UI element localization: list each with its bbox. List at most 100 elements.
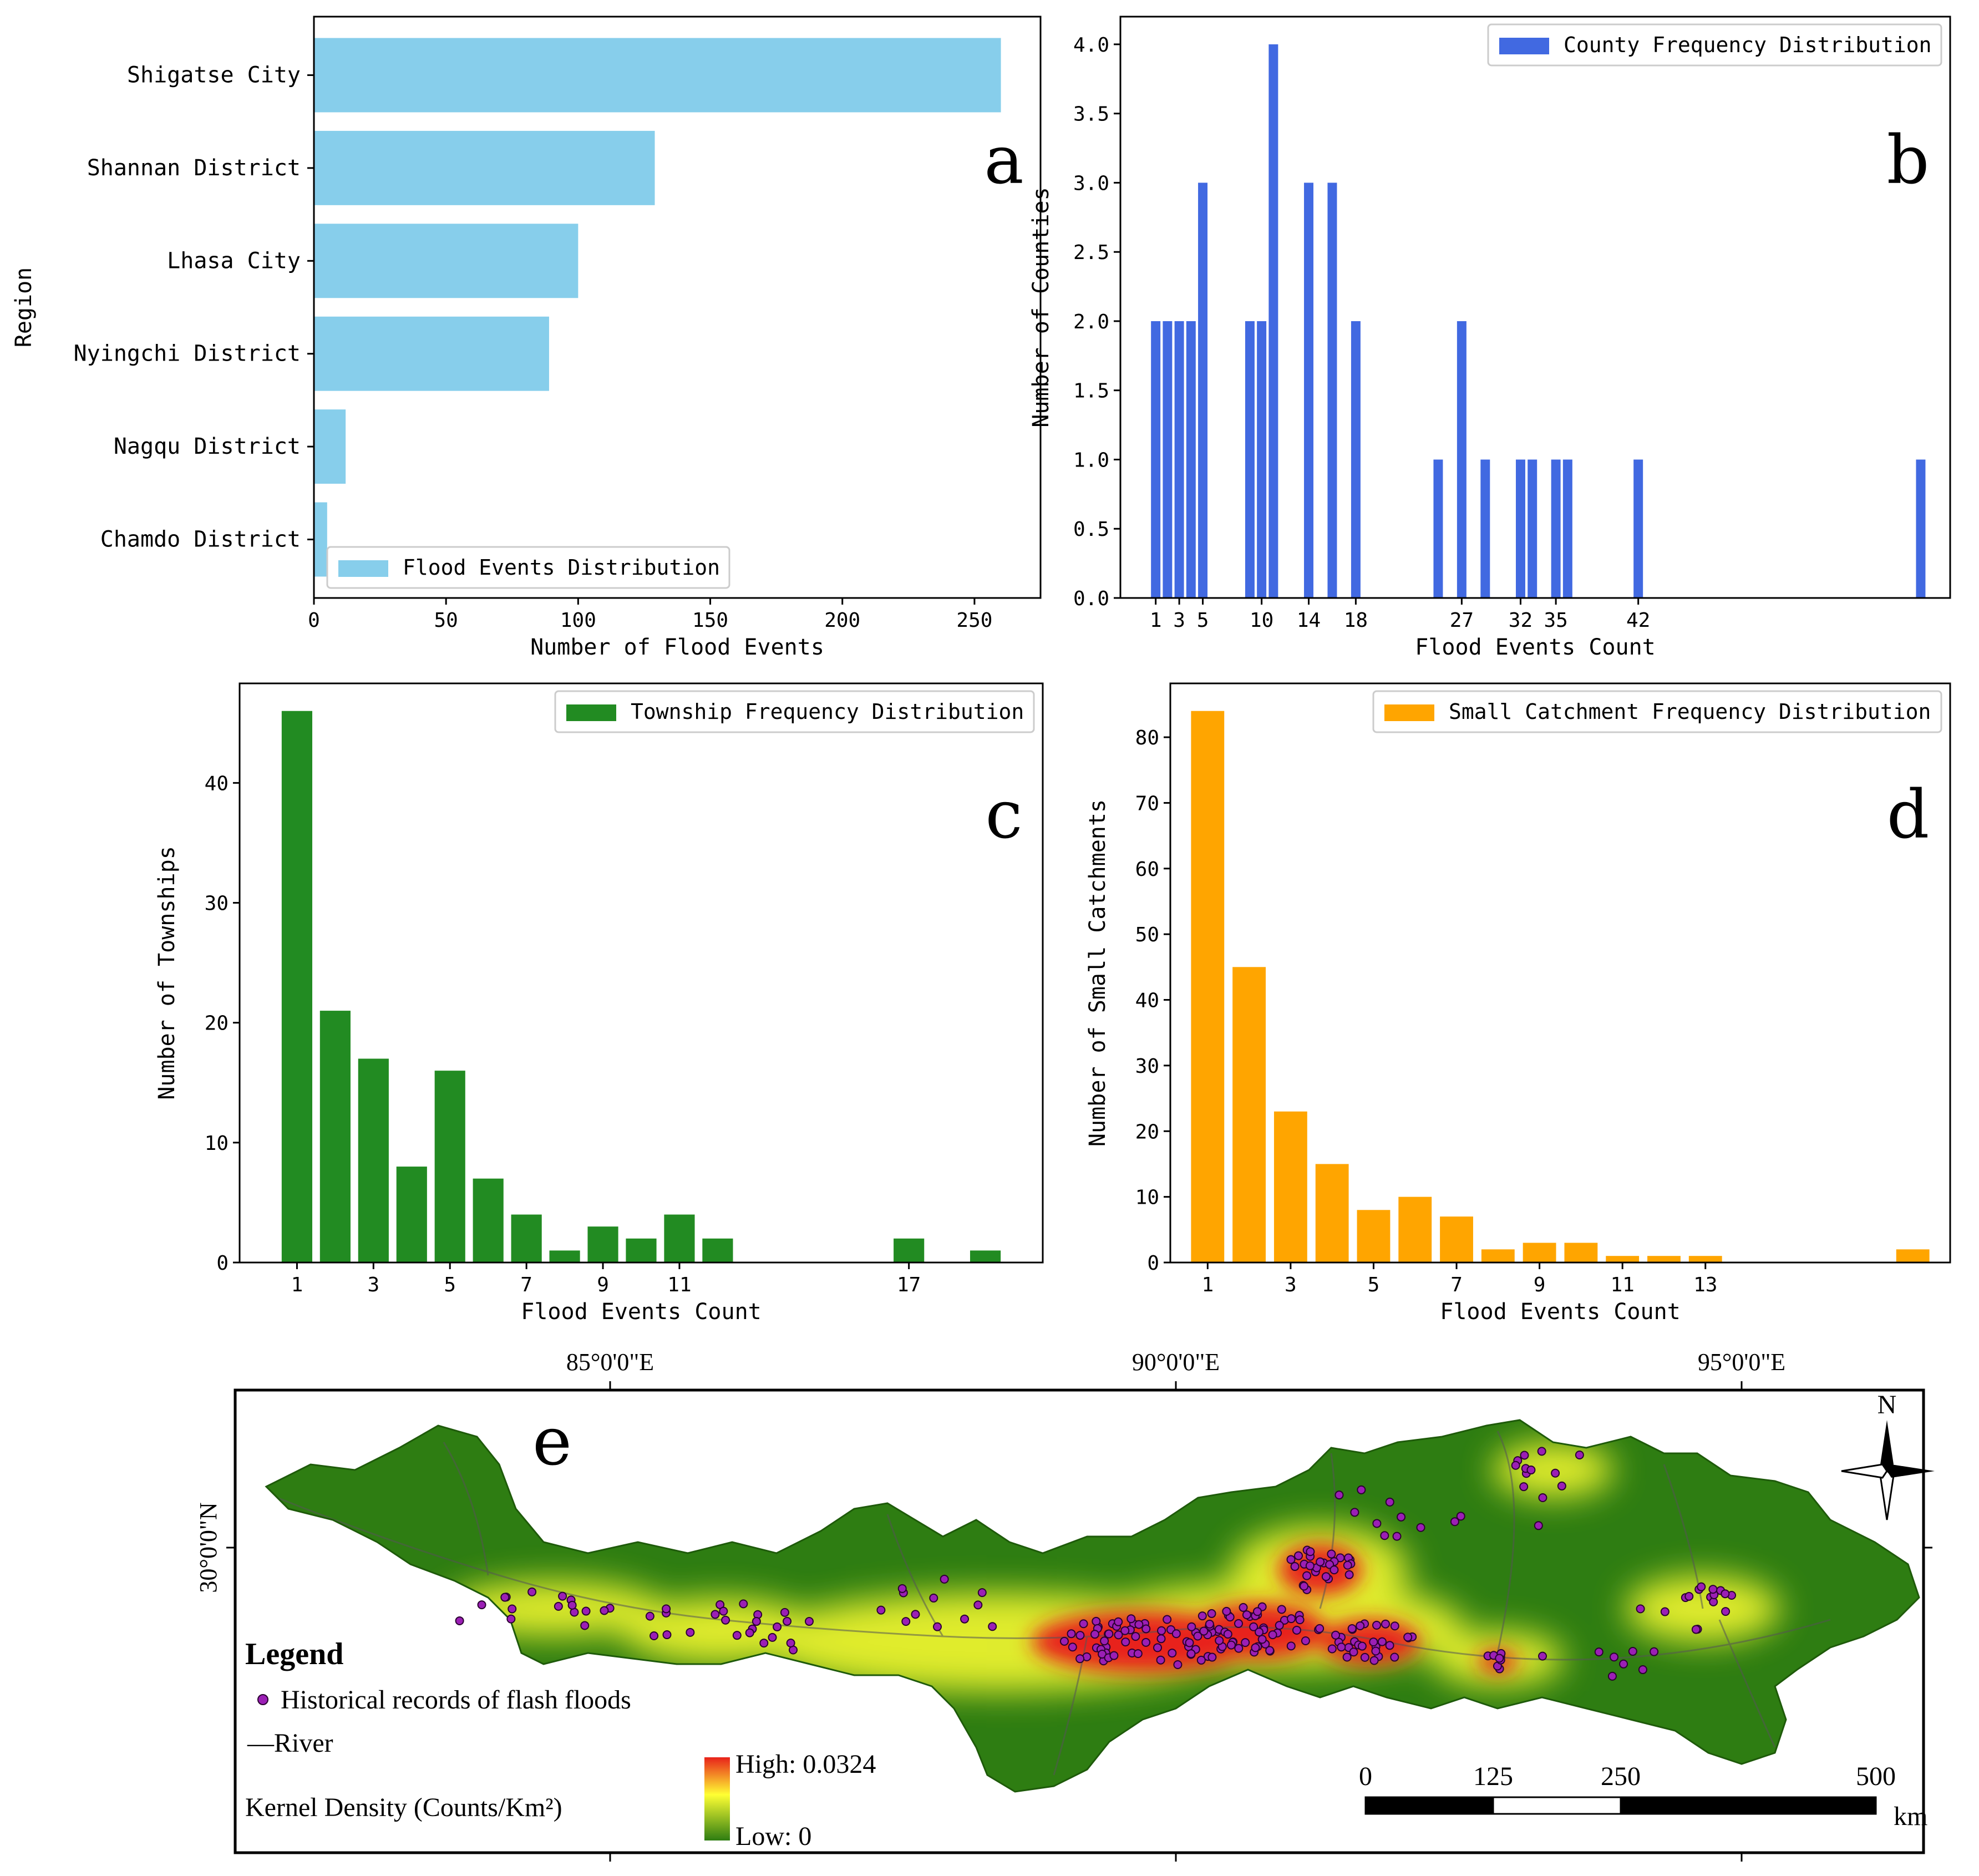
x-tick-label: 3	[367, 1274, 379, 1296]
flood-point	[897, 1584, 907, 1593]
axes-frame	[313, 16, 1042, 599]
flood-point	[1327, 1549, 1336, 1559]
flood-point	[1337, 1642, 1346, 1652]
flood-point	[1196, 1655, 1206, 1665]
flood-point	[1067, 1629, 1076, 1639]
bar	[894, 1238, 925, 1263]
flood-point	[1520, 1451, 1529, 1460]
bar	[1273, 1111, 1307, 1263]
flood-point	[506, 1614, 516, 1624]
flood-point	[1207, 1652, 1217, 1662]
panel-letter-d: d	[1887, 777, 1930, 854]
bar	[1163, 321, 1173, 598]
category-label: Chamdo District	[100, 527, 301, 552]
legend-points-label: Historical records of flash floods	[281, 1685, 631, 1715]
flood-points	[455, 1447, 1737, 1681]
flood-point	[804, 1617, 814, 1626]
y-tick-label: 10	[205, 1132, 229, 1155]
bar	[1151, 321, 1161, 598]
bar	[1896, 1249, 1930, 1263]
flood-point	[662, 1630, 672, 1640]
scale-label-0: 0	[1359, 1762, 1372, 1791]
density-high-label: High: 0.0324	[735, 1750, 876, 1779]
flood-point	[580, 1621, 590, 1630]
flood-point	[1301, 1636, 1310, 1646]
flood-point	[1557, 1481, 1566, 1490]
bar	[1257, 321, 1267, 598]
flood-point	[1315, 1624, 1325, 1633]
y-tick-label: 0.5	[1073, 518, 1109, 541]
flood-point	[1156, 1655, 1165, 1665]
panel-letter-c: c	[985, 777, 1022, 854]
flood-point	[1277, 1605, 1286, 1614]
flood-point	[1495, 1654, 1504, 1663]
bar	[1191, 711, 1225, 1263]
flood-point	[1344, 1570, 1354, 1579]
x-tick-label: 7	[520, 1274, 532, 1296]
x-tick-label: 3	[1285, 1274, 1297, 1296]
flood-point	[1109, 1651, 1119, 1660]
flood-point	[1075, 1631, 1085, 1640]
flood-point	[739, 1599, 748, 1609]
bar	[1357, 1210, 1391, 1263]
y-tick-label: 1.0	[1073, 449, 1109, 471]
legend-point-icon	[257, 1694, 268, 1705]
bar	[664, 1214, 695, 1263]
x-tick-label: 11	[1611, 1274, 1635, 1296]
flood-point	[500, 1593, 510, 1602]
flood-point	[1133, 1649, 1143, 1659]
flood-point	[1114, 1617, 1123, 1626]
flood-point	[567, 1600, 577, 1610]
x-tick-label: 18	[1344, 609, 1368, 632]
flood-point	[1100, 1636, 1109, 1646]
legend-swatch	[1384, 704, 1434, 721]
flood-point	[1708, 1585, 1718, 1594]
density-map: 85°0'0"E 90°0'0"E 95°0'0"E 30°0'0"N	[195, 1348, 1935, 1862]
y-tick-label: 20	[205, 1012, 229, 1035]
bar	[396, 1167, 427, 1263]
flood-point	[1306, 1547, 1315, 1556]
y-tick-label: 10	[1135, 1187, 1159, 1209]
bar	[1433, 459, 1443, 598]
flood-point	[1302, 1571, 1312, 1580]
flood-point	[1385, 1497, 1394, 1507]
density-colorbar	[704, 1757, 730, 1840]
axes-frame	[1169, 682, 1951, 1264]
flood-point	[1249, 1622, 1259, 1631]
flood-point	[1223, 1630, 1232, 1639]
flood-point	[1163, 1615, 1172, 1624]
y-tick-label: 0	[1147, 1252, 1159, 1275]
bar	[314, 409, 346, 484]
y-tick-label: 30	[205, 893, 229, 915]
legend-swatch	[338, 560, 388, 577]
flood-point	[1292, 1625, 1301, 1635]
flood-point	[1234, 1644, 1244, 1653]
x-tick-label: 5	[1368, 1274, 1380, 1296]
flood-point	[1551, 1468, 1560, 1478]
flood-point	[732, 1631, 742, 1640]
flood-point	[686, 1627, 695, 1637]
flood-point	[1684, 1591, 1694, 1601]
flood-point	[1131, 1632, 1140, 1641]
flood-point	[759, 1639, 769, 1648]
flood-point	[773, 1622, 782, 1631]
x-tick-label: 3	[1173, 609, 1185, 632]
x-tick-label: 27	[1450, 609, 1474, 632]
flood-point	[1171, 1629, 1181, 1639]
lon-label-90: 90°0'0"E	[1132, 1348, 1220, 1376]
flood-point	[1141, 1637, 1151, 1647]
y-tick-label: 20	[1135, 1120, 1159, 1143]
flood-point	[1610, 1652, 1619, 1662]
flood-point	[1380, 1531, 1389, 1540]
flood-point	[940, 1574, 949, 1584]
flood-point	[1092, 1616, 1101, 1626]
flood-point	[1251, 1643, 1260, 1652]
flood-point	[1650, 1647, 1659, 1656]
flood-point	[1721, 1607, 1731, 1616]
bar	[473, 1178, 504, 1263]
lon-label-85: 85°0'0"E	[566, 1348, 654, 1376]
category-label: Shigatse City	[127, 62, 301, 88]
x-tick-label: 150	[692, 609, 728, 632]
flood-point	[1153, 1643, 1163, 1652]
bar	[1633, 459, 1643, 598]
